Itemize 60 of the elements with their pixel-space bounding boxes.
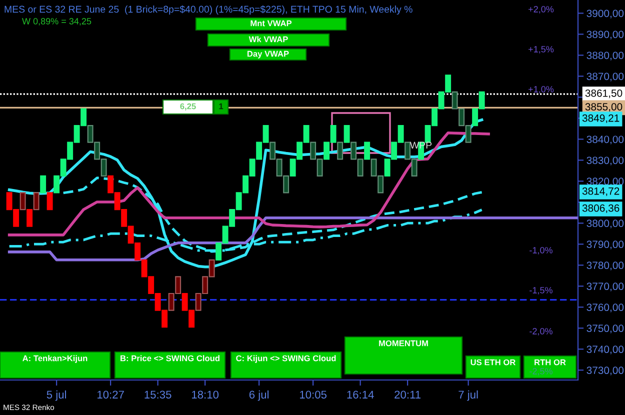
annotation: 1 xyxy=(219,103,224,110)
line-series xyxy=(8,132,490,236)
annotation: W 0,89% = 34,25 xyxy=(22,18,92,26)
x-tick-label: 5 jul xyxy=(46,390,66,401)
y-tick-label: 3820,00 xyxy=(586,178,624,186)
annotation: +1,0% xyxy=(528,86,554,94)
candlestick xyxy=(20,192,26,210)
candlestick xyxy=(364,142,370,160)
annotation: 6,25 xyxy=(180,103,196,110)
annotation: -1,0% xyxy=(530,247,552,254)
text: 3806,36 xyxy=(582,204,620,214)
annotation: Day VWAP xyxy=(247,50,289,58)
y-tick-label: 3740,00 xyxy=(586,346,624,354)
x-tick-label: 10:05 xyxy=(300,390,326,399)
candlestick xyxy=(337,142,344,160)
ref-line-label: 3861,50 xyxy=(585,89,622,98)
annotation: MOMENTUM xyxy=(379,340,428,346)
candlestick xyxy=(40,175,46,194)
candlestick xyxy=(33,192,40,210)
text: MES or ES 32 RE June 25 (1 Brick=8p=$40.00) (1%=45p=$225), ETH TPO 15 Min, Weekly % xyxy=(4,5,412,15)
x-tick-label: 15:35 xyxy=(144,390,172,399)
annotation: -1,5% xyxy=(530,287,552,294)
line-series xyxy=(8,216,578,262)
x-tick-label: 18:10 xyxy=(192,390,219,399)
annotation: RTH OR xyxy=(534,359,566,366)
text: 3849,21 xyxy=(582,114,620,124)
line-series xyxy=(8,118,484,268)
annotation: A: Tenkan>Kijun xyxy=(22,355,88,363)
y-tick-label: 3770,00 xyxy=(586,282,624,292)
x-tick-label: 16:14 xyxy=(347,390,374,399)
annotation: US ETH OR xyxy=(470,359,516,366)
y-tick-label: 3900,00 xyxy=(586,10,624,18)
y-tick-label: 3870,00 xyxy=(586,72,624,82)
y-tick-label: 3760,00 xyxy=(586,304,624,312)
y-tick-label: 3800,00 xyxy=(586,220,624,228)
annotation: Mnt VWAP xyxy=(250,20,292,26)
y-tick-label: 3880,00 xyxy=(586,52,624,60)
candlestick xyxy=(46,192,53,210)
y-tick-label: 3750,00 xyxy=(586,324,624,334)
x-tick-label: 6 jul xyxy=(249,390,269,401)
y-tick-label: 3830,00 xyxy=(586,156,624,166)
candlestick xyxy=(344,124,350,143)
annotation: -2,5% xyxy=(530,368,552,376)
annotation: B: Price <> SWING Cloud xyxy=(120,355,220,362)
x-tick-label: 20:11 xyxy=(394,390,421,399)
candlestick xyxy=(26,208,33,227)
y-tick-label: 3790,00 xyxy=(586,240,624,250)
annotation: Wk VWAP xyxy=(248,36,288,42)
ref-line-label: 3855,00 xyxy=(585,103,622,112)
annotation: -2,0% xyxy=(530,328,552,336)
y-tick-label: 3840,00 xyxy=(586,136,624,144)
annotation: +1,5% xyxy=(528,46,554,54)
text: 3814,72 xyxy=(582,187,620,196)
y-tick-label: 3730,00 xyxy=(586,366,624,376)
annotation: +2,0% xyxy=(528,6,554,14)
y-tick-label: 3780,00 xyxy=(586,262,624,270)
x-tick-label: 10:27 xyxy=(98,390,124,399)
x-tick-label: 7 jul xyxy=(458,390,478,401)
annotation: C: Kijun <> SWING Cloud xyxy=(236,355,336,363)
y-tick-label: 3890,00 xyxy=(586,30,624,40)
